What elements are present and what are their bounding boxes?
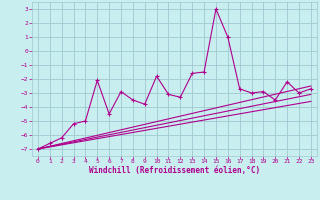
X-axis label: Windchill (Refroidissement éolien,°C): Windchill (Refroidissement éolien,°C) [89, 166, 260, 175]
